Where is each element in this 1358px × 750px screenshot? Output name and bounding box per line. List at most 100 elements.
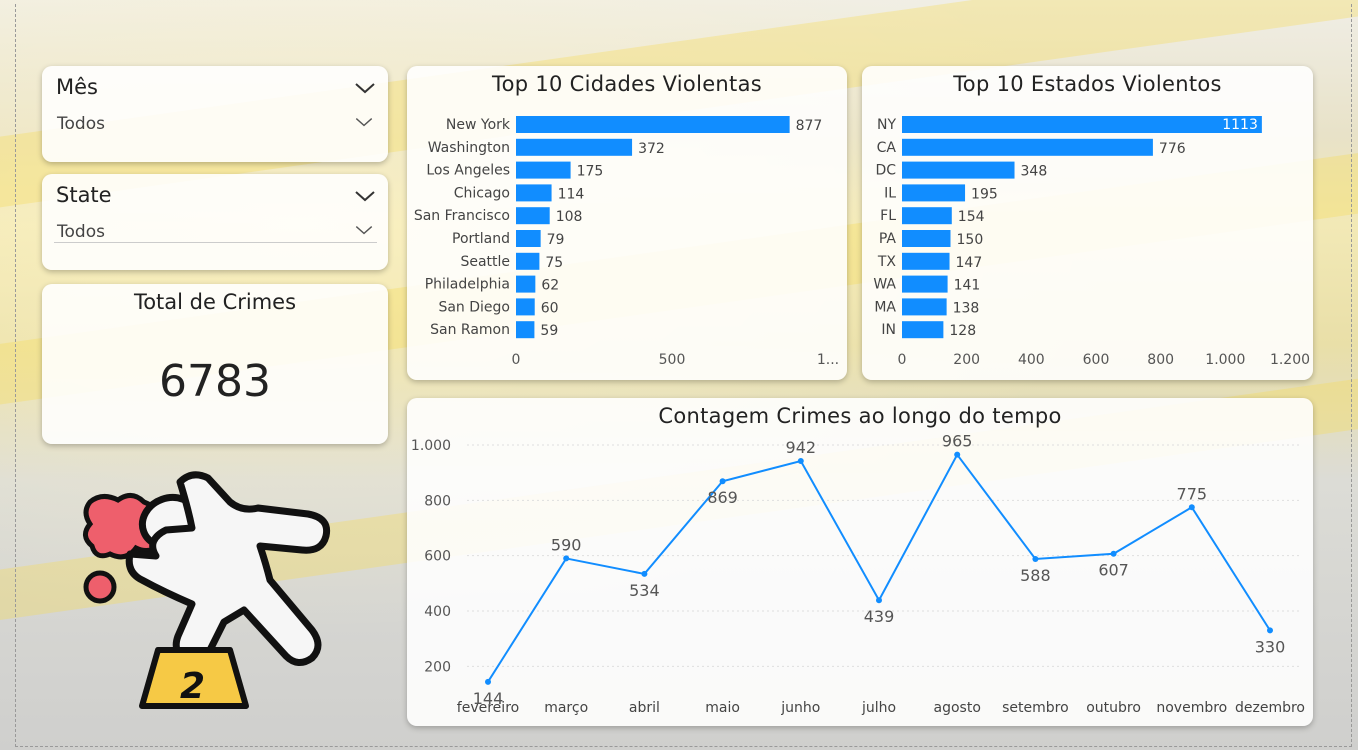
x-tick-label: 400	[1018, 352, 1045, 368]
data-point	[1267, 627, 1273, 634]
data-point	[485, 678, 491, 685]
x-tick-label: julho	[861, 700, 896, 716]
bar	[516, 184, 552, 202]
data-label: 330	[1255, 637, 1286, 656]
bar	[902, 161, 1015, 179]
y-tick-label: 600	[424, 549, 451, 565]
data-label: 942	[786, 438, 817, 457]
data-point	[563, 555, 570, 562]
crimes-over-time-chart-title: Contagem Crimes ao longo do tempo	[658, 404, 1062, 428]
x-tick-label: 500	[659, 352, 686, 368]
data-label: 439	[864, 607, 895, 626]
bar-category-label: CA	[877, 140, 897, 156]
bar	[902, 298, 947, 316]
bar-category-label: DC	[875, 163, 896, 179]
x-tick-label: 1.200	[1270, 352, 1310, 368]
bar-value-label: 348	[1021, 164, 1048, 180]
data-label: 534	[629, 581, 660, 600]
top-cities-chart-title: Top 10 Cidades Violentas	[492, 72, 762, 96]
bar-category-label: Chicago	[454, 185, 510, 201]
bar-category-label: Philadelphia	[425, 277, 510, 293]
bar	[902, 321, 944, 339]
x-tick-label: 0	[512, 352, 521, 368]
data-point	[954, 451, 961, 458]
state-slicer-value[interactable]: Todos	[57, 222, 105, 242]
x-tick-label: outubro	[1086, 700, 1141, 716]
bar-value-label: 154	[958, 209, 985, 225]
bar	[902, 275, 948, 293]
bar-value-label: 147	[956, 255, 983, 271]
bar-category-label: TX	[877, 254, 897, 270]
x-tick-label: 800	[1147, 352, 1174, 368]
bar-value-label: 150	[957, 232, 984, 248]
bar-category-label: San Francisco	[414, 208, 510, 224]
x-tick-label: março	[544, 700, 588, 716]
bar-value-label: 175	[577, 164, 604, 180]
bar	[902, 116, 1262, 133]
data-label: 869	[707, 488, 738, 507]
bar-value-label: 141	[954, 278, 981, 294]
state-slicer[interactable]: State Todos	[42, 174, 388, 270]
bar-value-label: 79	[547, 232, 565, 248]
data-label: 607	[1098, 561, 1129, 580]
bar-value-label: 114	[558, 186, 585, 202]
bar-category-label: Seattle	[460, 254, 510, 270]
bar	[516, 116, 790, 133]
x-tick-label: 600	[1083, 352, 1110, 368]
bar-value-label: 776	[1159, 141, 1186, 157]
canvas-frame	[15, 4, 1352, 747]
bar-value-label: 62	[541, 278, 559, 294]
top-states-chart-card: Top 10 Estados Violentos NY 1113 CA 776 DC 34…	[862, 66, 1313, 380]
month-slicer[interactable]: Mês Todos	[42, 66, 388, 162]
bar	[516, 230, 541, 247]
bar	[902, 230, 951, 247]
x-tick-label: abril	[629, 700, 660, 716]
chevron-down-icon[interactable]	[354, 116, 374, 128]
series-line	[487, 452, 1271, 683]
crimes-over-time-chart-card: Contagem Crimes ao longo do tempo 200 400…	[407, 398, 1313, 726]
data-point	[719, 478, 726, 485]
bar-value-label: 75	[545, 255, 563, 271]
evidence-marker-icon: 2	[139, 647, 249, 709]
chevron-down-icon[interactable]	[354, 189, 376, 203]
y-tick-label: 1.000	[411, 438, 451, 454]
data-point	[1188, 504, 1195, 511]
bar-category-label: IN	[881, 322, 896, 338]
data-label: 588	[1020, 566, 1051, 585]
bar-value-label: 138	[953, 300, 980, 316]
bar-value-label: 1113	[1222, 117, 1258, 133]
data-point	[1110, 550, 1117, 557]
total-crimes-card: Total de Crimes 6783	[42, 284, 388, 444]
bar	[902, 252, 950, 270]
data-point	[1032, 555, 1039, 562]
bar-category-label: WA	[873, 277, 896, 293]
bar	[516, 138, 633, 156]
x-tick-label: agosto	[934, 700, 981, 716]
bar	[902, 207, 952, 225]
data-label: 775	[1177, 484, 1208, 503]
bar-category-label: PA	[879, 231, 897, 247]
x-tick-label: 1...	[817, 352, 839, 368]
bar	[516, 275, 536, 293]
bar-category-label: New York	[446, 117, 511, 133]
x-tick-label: junho	[780, 700, 820, 716]
bar-category-label: IL	[884, 185, 896, 201]
bar-category-label: Portland	[452, 231, 510, 247]
bar-category-label: Washington	[428, 140, 510, 156]
state-slicer-dropdown[interactable]	[54, 214, 377, 243]
data-point	[797, 458, 804, 465]
bar-category-label: FL	[880, 208, 896, 224]
month-slicer-value[interactable]: Todos	[57, 114, 105, 134]
month-slicer-title: Mês	[56, 75, 98, 99]
top-states-bar-chart: NY 1113 CA 776 DC 348 IL 195 FL 154 PA 150 TX 147 WA 14…	[873, 116, 1310, 368]
data-label: 965	[942, 432, 973, 451]
chevron-down-icon[interactable]	[354, 224, 374, 236]
kpi-title: Total de Crimes	[133, 290, 297, 314]
bar-value-label: 60	[541, 300, 559, 316]
state-slicer-title: State	[56, 183, 112, 207]
bar-value-label: 128	[949, 323, 976, 339]
top-states-chart-title: Top 10 Estados Violentos	[953, 72, 1222, 96]
top-cities-bar-chart: New York 877 Washington 372 Los Angeles 175 Ch…	[414, 116, 839, 368]
chevron-down-icon[interactable]	[354, 81, 376, 95]
